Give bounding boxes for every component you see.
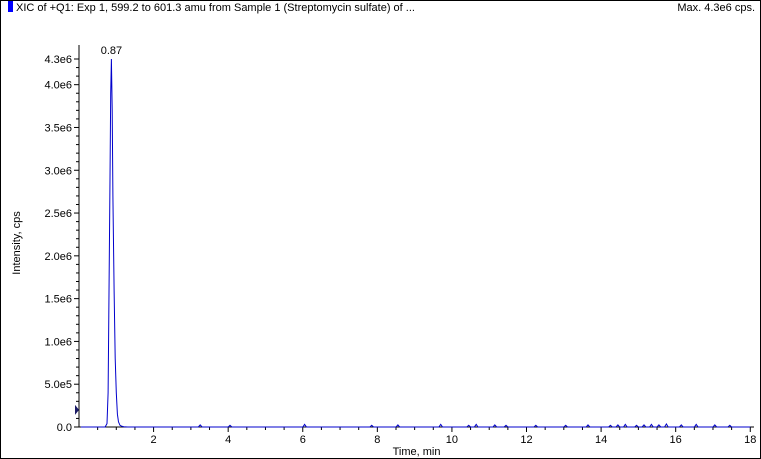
y-cursor-marker-icon[interactable]	[75, 404, 79, 415]
x-tick-label: 10	[446, 434, 458, 446]
x-tick-label: 8	[374, 434, 380, 446]
x-tick-label: 2	[151, 434, 157, 446]
x-axis-label: Time, min	[393, 446, 441, 458]
y-tick-label: 1.5e6	[44, 294, 72, 306]
x-tick-label: 4	[225, 434, 231, 446]
y-tick-label: 4.3e6	[44, 54, 72, 66]
trace-color-marker-icon[interactable]	[8, 1, 13, 12]
x-tick-label: 6	[300, 434, 306, 446]
x-tick-label: 12	[520, 434, 532, 446]
y-tick-label: 3.5e6	[44, 122, 72, 134]
y-tick-label: 2.5e6	[44, 208, 72, 220]
y-tick-label: 3.0e6	[44, 165, 72, 177]
y-tick-label: 5.0e5	[44, 379, 72, 391]
x-tick-label: 16	[670, 434, 682, 446]
y-tick-label: 4.0e6	[44, 80, 72, 92]
xic-trace-line	[80, 58, 751, 428]
chart-title-text: XIC of +Q1: Exp 1, 599.2 to 601.3 amu fr…	[16, 2, 415, 14]
y-tick-label: 2.0e6	[44, 251, 72, 263]
chart-title: XIC of +Q1: Exp 1, 599.2 to 601.3 amu fr…	[8, 1, 415, 15]
x-tick-label: 18	[744, 434, 756, 446]
y-tick-label: 1.0e6	[44, 336, 72, 348]
trace-layer	[80, 58, 751, 428]
y-tick-label: 0.0	[57, 422, 72, 434]
max-intensity-label: Max. 4.3e6 cps.	[677, 2, 755, 14]
peak-annotation-label: 0.87	[101, 45, 122, 57]
x-tick-label: 14	[595, 434, 607, 446]
y-axis-label: Intensity, cps	[11, 211, 23, 275]
axes-layer: 2 4 6 8 10 12 14 16 18 0.0 5.0e5 1.0e6 1.5e6 2.0e6 2.5…	[44, 45, 756, 446]
